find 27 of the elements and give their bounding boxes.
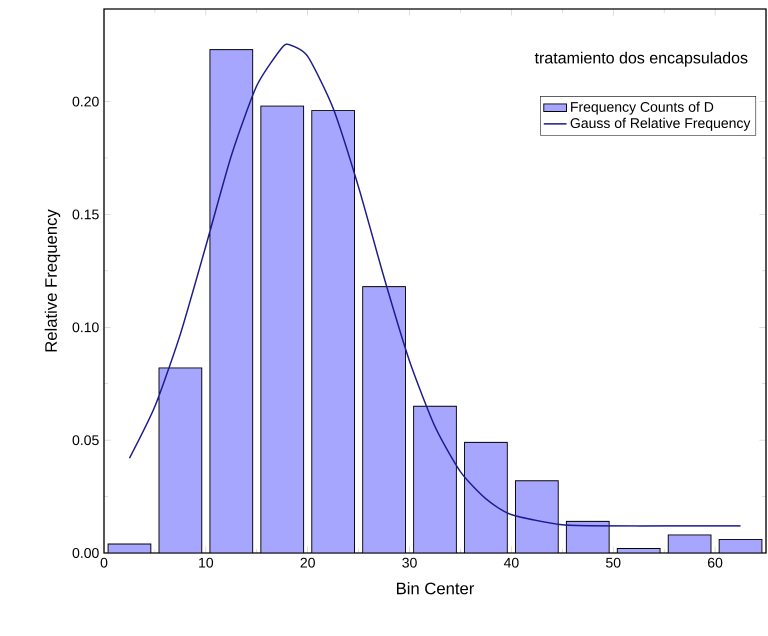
- x-tick-label: 20: [300, 558, 315, 568]
- x-tick-label: 10: [199, 558, 214, 568]
- bar: [414, 406, 456, 553]
- legend-label: Frequency Counts of D: [571, 102, 714, 115]
- y-axis-title: Relative Frequency: [44, 209, 60, 352]
- x-tick-label: 0: [100, 558, 108, 568]
- x-tick-label: 30: [402, 558, 417, 568]
- y-tick-label: 0.00: [72, 548, 99, 558]
- bar: [260, 106, 304, 553]
- bar: [668, 534, 712, 553]
- bar: [464, 442, 508, 553]
- bar: [210, 50, 253, 553]
- x-tick-label: 40: [504, 558, 519, 568]
- y-tick-label: 0.10: [72, 322, 99, 332]
- x-axis-title: Bin Center: [396, 582, 474, 594]
- y-tick-label: 0.15: [72, 209, 99, 220]
- bar: [718, 538, 762, 553]
- bar: [312, 110, 355, 553]
- bar: [515, 480, 558, 553]
- legend-label: Gauss of Relative Frequency: [570, 118, 750, 131]
- bar: [159, 368, 202, 553]
- x-tick-label: 60: [708, 558, 722, 568]
- y-tick-label: 0.20: [72, 96, 99, 107]
- bar: [362, 286, 406, 553]
- x-tick-label: 50: [606, 558, 620, 568]
- y-tick-label: 0.05: [72, 435, 99, 446]
- annotation: tratamiento dos encapsulados: [534, 52, 748, 67]
